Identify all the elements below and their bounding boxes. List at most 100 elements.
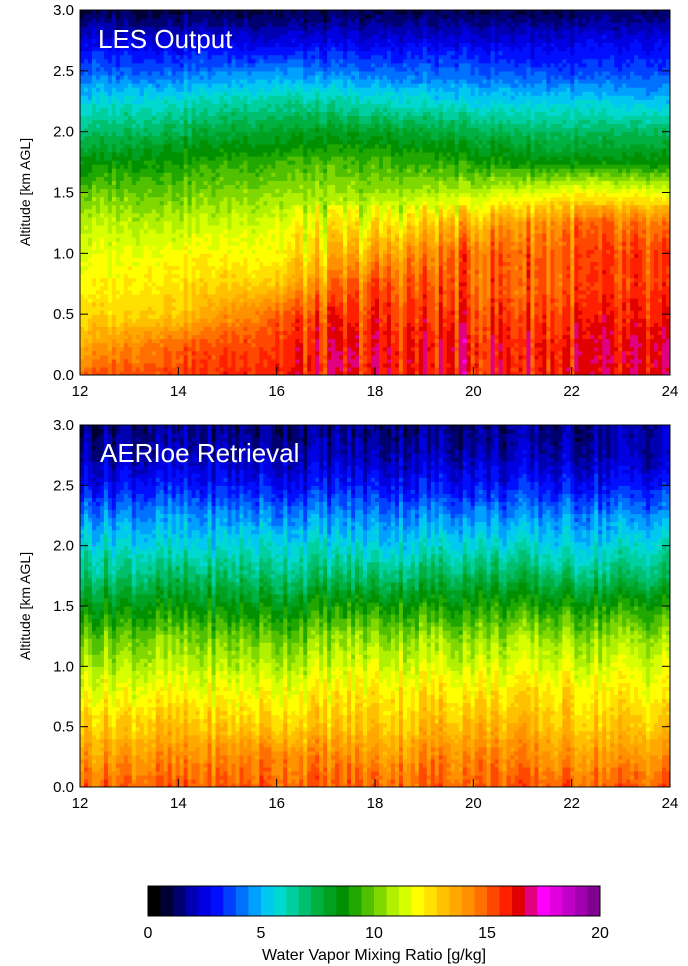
heatmap-cell (127, 362, 133, 368)
heatmap-cell (291, 160, 296, 165)
heatmap-cell (103, 265, 109, 271)
heatmap-cell (87, 42, 93, 48)
heatmap-cell (91, 172, 97, 177)
heatmap-cell (283, 261, 288, 267)
heatmap-cell (271, 302, 276, 307)
heatmap-cell (151, 220, 157, 226)
heatmap-cell (283, 334, 288, 340)
heatmap-cell (287, 233, 292, 238)
heatmap-cell (275, 30, 280, 35)
heatmap-cell (195, 334, 201, 340)
heatmap-cell (183, 46, 189, 52)
heatmap-cell (83, 322, 89, 327)
heatmap-cell (255, 74, 260, 80)
heatmap-cell (259, 265, 264, 271)
heatmap-cell (115, 245, 121, 250)
heatmap-cell (87, 95, 93, 100)
heatmap-cell (275, 330, 280, 336)
heatmap-cell (147, 253, 153, 258)
heatmap-cell (147, 176, 153, 181)
heatmap-cell (291, 249, 296, 254)
heatmap-cell (143, 237, 149, 242)
heatmap-cell (231, 151, 237, 157)
heatmap-cell (115, 200, 121, 206)
heatmap-cell (95, 216, 101, 222)
heatmap-cell (199, 289, 205, 295)
heatmap-cell (107, 83, 113, 88)
heatmap-cell (187, 229, 193, 234)
heatmap-cell (155, 224, 161, 230)
heatmap-cell (123, 160, 129, 165)
heatmap-cell (147, 310, 153, 315)
heatmap-cell (215, 200, 221, 206)
heatmap-cell (203, 322, 209, 327)
heatmap-cell (159, 184, 165, 190)
heatmap-cell (103, 289, 109, 295)
heatmap-cell (211, 46, 217, 52)
heatmap-cell (111, 196, 117, 202)
heatmap-cell (283, 216, 288, 222)
heatmap-cell (119, 269, 125, 275)
heatmap-cell (103, 156, 109, 161)
heatmap-cell (279, 281, 284, 287)
heatmap-cell (183, 91, 189, 96)
heatmap-cell (191, 281, 197, 287)
heatmap-cell (155, 245, 161, 250)
heatmap-cell (99, 147, 105, 153)
heatmap-cell (295, 78, 300, 84)
heatmap-cell (155, 103, 161, 108)
heatmap-cell (163, 123, 169, 129)
heatmap-cell (103, 188, 109, 194)
heatmap-cell (131, 123, 137, 129)
heatmap-cell (251, 302, 257, 307)
heatmap-cell (159, 233, 165, 238)
heatmap-cell (175, 302, 181, 307)
heatmap-cell (263, 156, 268, 161)
heatmap-cell (119, 237, 125, 242)
heatmap-cell (159, 123, 165, 129)
heatmap-cell (103, 135, 109, 141)
heatmap-cell (87, 107, 93, 112)
heatmap-cell (287, 184, 292, 190)
heatmap-cell (183, 99, 189, 104)
heatmap-cell (111, 18, 117, 23)
heatmap-cell (207, 224, 213, 230)
heatmap-cell (259, 139, 264, 145)
heatmap-cell (219, 220, 225, 226)
heatmap-cell (279, 62, 284, 68)
heatmap-cell (119, 50, 125, 56)
heatmap-cell (211, 87, 217, 92)
heatmap-cell (127, 330, 133, 336)
heatmap-cell (167, 156, 173, 161)
heatmap-cell (295, 200, 300, 206)
heatmap-cell (151, 354, 157, 360)
heatmap-cell (251, 127, 257, 133)
heatmap-cell (103, 34, 109, 39)
heatmap-cell (179, 62, 185, 68)
heatmap-cell (187, 370, 193, 375)
heatmap-cell (283, 66, 288, 72)
heatmap-cell (267, 62, 272, 68)
heatmap-cell (187, 99, 193, 104)
heatmap-cell (207, 269, 213, 275)
heatmap-cell (127, 269, 133, 275)
heatmap-cell (159, 78, 165, 84)
heatmap-cell (127, 237, 133, 242)
heatmap-cell (295, 204, 300, 210)
heatmap-cell (163, 180, 169, 185)
heatmap-cell (83, 281, 89, 287)
heatmap-cell (239, 297, 245, 303)
heatmap-cell (147, 164, 153, 169)
heatmap-cell (115, 87, 121, 92)
heatmap-cell (139, 322, 145, 327)
heatmap-cell (243, 62, 249, 68)
heatmap-cell (199, 342, 205, 348)
heatmap-cell (155, 123, 161, 129)
heatmap-cell (239, 245, 245, 250)
heatmap-cell (127, 50, 133, 56)
heatmap-cell (135, 91, 141, 96)
heatmap-cell (151, 310, 157, 315)
heatmap-cell (143, 172, 149, 177)
heatmap-cell (111, 54, 117, 60)
heatmap-cell (147, 54, 153, 60)
